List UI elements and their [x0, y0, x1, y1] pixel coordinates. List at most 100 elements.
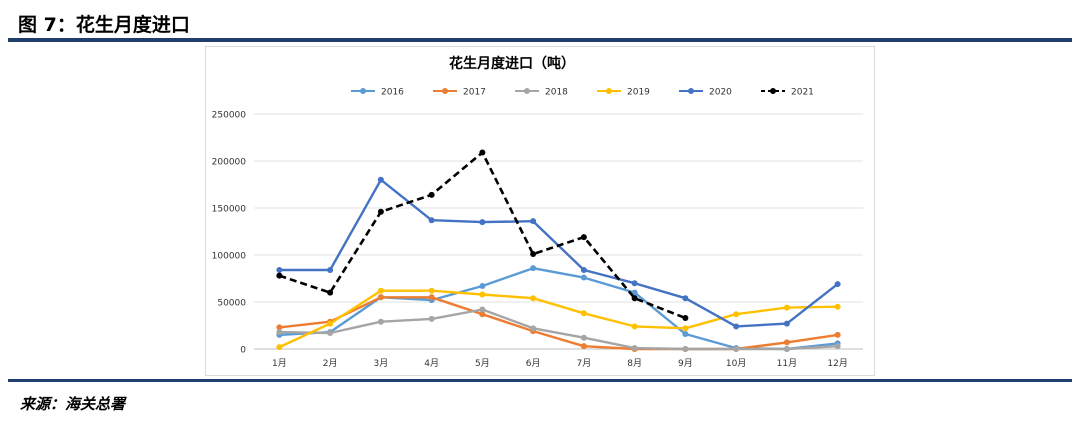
data-point: [783, 346, 790, 352]
data-point: [428, 191, 435, 198]
data-point: [580, 334, 587, 341]
data-point: [682, 314, 689, 321]
legend-marker: [770, 88, 776, 94]
data-point: [834, 281, 841, 288]
data-point: [428, 315, 435, 322]
data-point: [682, 330, 689, 337]
data-point: [276, 272, 283, 279]
series-line: [279, 178, 839, 328]
x-tick-label: 5月: [475, 358, 490, 369]
data-point: [276, 329, 283, 336]
data-point: [530, 265, 537, 272]
data-point: [580, 343, 587, 350]
data-point: [580, 274, 587, 281]
y-tick-label: 50000: [217, 299, 246, 309]
data-point: [733, 311, 740, 318]
data-point: [783, 304, 790, 311]
data-point: [377, 176, 384, 183]
x-tick-label: 9月: [678, 358, 693, 369]
data-point: [377, 318, 384, 325]
data-point: [479, 311, 486, 318]
data-point: [479, 291, 486, 298]
x-tick-label: 10月: [726, 358, 746, 369]
legend-label: 2017: [463, 88, 486, 98]
data-point: [479, 283, 486, 290]
data-point: [276, 324, 283, 331]
legend-entry: 2021: [761, 88, 814, 98]
legend-entry: 2018: [515, 88, 568, 98]
top-rule: [8, 38, 1072, 42]
plot-area: [276, 149, 841, 352]
data-point: [276, 344, 283, 351]
legend-entry: 2016: [351, 88, 404, 98]
data-point: [631, 323, 638, 330]
y-tick-label: 0: [240, 346, 246, 356]
figure-header: 图 7：花生月度进口: [18, 8, 190, 38]
data-point: [682, 325, 689, 332]
legend-marker: [524, 88, 530, 94]
data-point: [428, 294, 435, 301]
data-point: [377, 287, 384, 294]
x-tick-label: 7月: [577, 358, 592, 369]
legend-label: 2020: [709, 88, 732, 98]
y-axis: 0 50000 100000 150000 200000 250000: [212, 111, 247, 356]
y-tick-label: 150000: [212, 205, 247, 215]
chart-frame: 花生月度进口（吨） 2016 2017 2018 2019 2020 2021 0 5000…: [205, 46, 875, 376]
x-axis: 1月 2月 3月 4月 5月 6月 7月 8月 9月 10月 11月 12月: [272, 358, 848, 369]
legend-entry: 2019: [597, 88, 650, 98]
data-point: [428, 217, 435, 224]
legend-marker: [688, 88, 694, 94]
x-tick-label: 1月: [272, 358, 287, 369]
line-chart: 花生月度进口（吨） 2016 2017 2018 2019 2020 2021 0 5000…: [212, 55, 863, 369]
data-point: [479, 306, 486, 313]
data-point: [682, 295, 689, 302]
legend-marker: [606, 88, 612, 94]
data-point: [733, 346, 740, 352]
data-point: [834, 331, 841, 338]
data-point: [479, 149, 486, 156]
y-tick-label: 250000: [212, 111, 247, 121]
data-point: [530, 325, 537, 332]
data-point: [327, 289, 334, 296]
x-tick-label: 8月: [627, 358, 642, 369]
legend-entry: 2017: [433, 88, 486, 98]
data-point: [733, 323, 740, 330]
bottom-rule: [8, 379, 1072, 382]
x-tick-label: 2月: [323, 358, 338, 369]
series-line: [279, 267, 838, 351]
data-point: [631, 345, 638, 352]
y-tick-label: 100000: [212, 252, 247, 262]
data-point: [631, 280, 638, 287]
data-point: [377, 294, 384, 301]
legend-label: 2018: [545, 88, 568, 98]
x-tick-label: 4月: [424, 358, 439, 369]
series-2021: [276, 149, 689, 321]
data-point: [580, 267, 587, 274]
data-point: [479, 219, 486, 226]
data-point: [428, 287, 435, 294]
data-point: [327, 320, 334, 327]
legend-marker: [360, 88, 366, 94]
data-point: [783, 320, 790, 327]
chart-title: 花生月度进口（吨）: [449, 55, 575, 72]
data-point: [530, 295, 537, 302]
data-point: [530, 251, 537, 258]
series-line: [278, 289, 838, 349]
data-point: [783, 339, 790, 346]
source-note: 来源：海关总署: [20, 395, 126, 413]
data-point: [530, 218, 537, 225]
legend-label: 2019: [627, 88, 650, 98]
legend-label: 2021: [791, 88, 814, 98]
legend: 2016 2017 2018 2019 2020 2021: [351, 88, 814, 98]
data-point: [327, 267, 334, 274]
legend-marker: [442, 88, 448, 94]
data-point: [377, 208, 384, 215]
legend-label: 2016: [381, 88, 404, 98]
data-point: [834, 303, 841, 310]
series-2019: [276, 287, 841, 351]
legend-entry: 2020: [679, 88, 732, 98]
y-tick-label: 200000: [212, 158, 247, 168]
data-point: [631, 289, 638, 296]
series-line: [279, 308, 838, 351]
data-point: [631, 295, 638, 302]
